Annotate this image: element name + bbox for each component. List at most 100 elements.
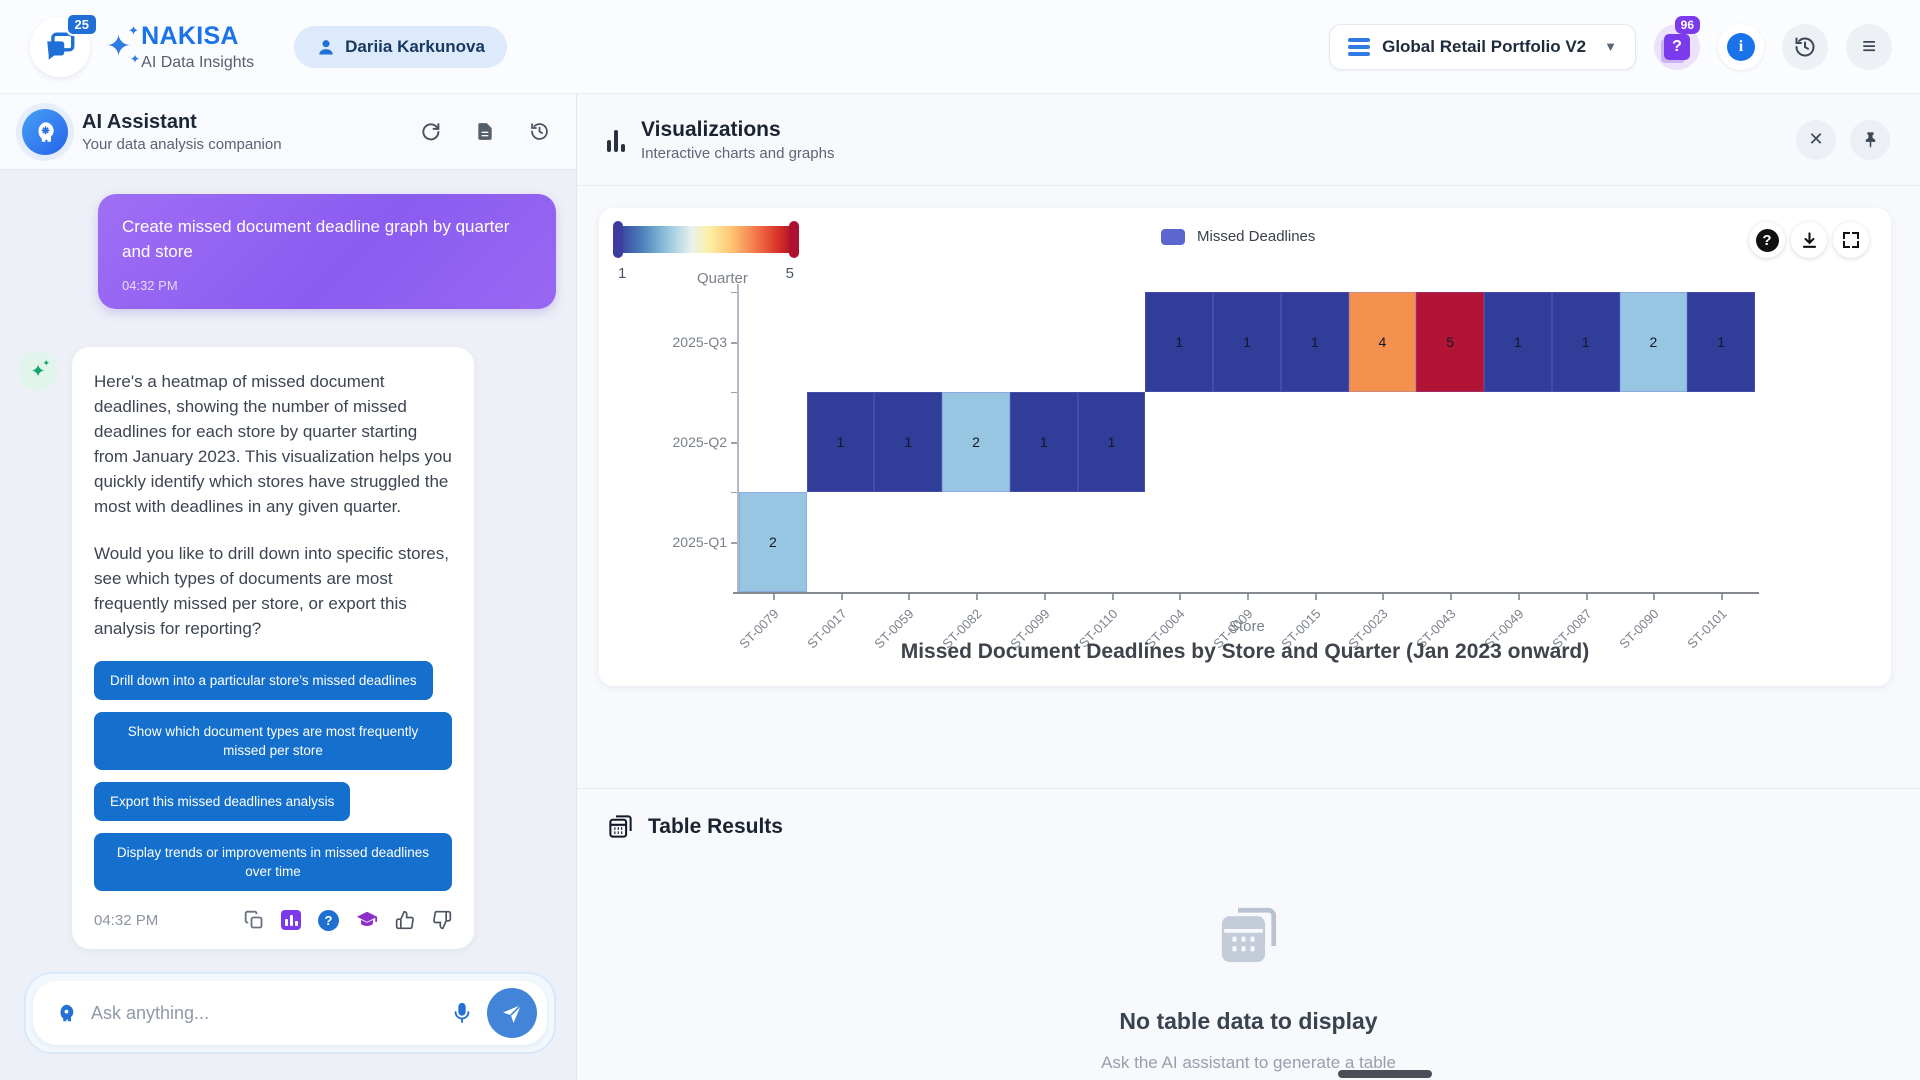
heatmap-cell-ST-0082-2025-Q2[interactable]: 2 (942, 392, 1010, 492)
suggested-action-2[interactable]: Show which document types are most frequ… (94, 712, 452, 770)
chart-icon[interactable] (281, 910, 301, 930)
colorbar-gradient[interactable] (613, 221, 799, 258)
history-button[interactable] (1782, 23, 1828, 70)
x-tick (1450, 594, 1453, 600)
chat-input-zone (0, 962, 576, 1080)
brand-block: NAKISA AI Data Insights (141, 22, 254, 72)
pin-panel-button[interactable] (1850, 119, 1890, 160)
x-tick (1043, 594, 1046, 600)
heatmap-chart-card[interactable]: 1 5 Missed Deadlines ? (599, 208, 1891, 686)
heatmap-cell-ST-0015-2025-Q3[interactable]: 1 (1280, 292, 1349, 392)
user-chip[interactable]: Dariia Karkunova (294, 25, 507, 68)
x-tick (976, 594, 979, 600)
chat-message-list[interactable]: Create missed document deadline graph by… (0, 170, 576, 962)
y-tick-label: 2025-Q3 (672, 334, 727, 350)
chat-input[interactable] (91, 1002, 437, 1024)
table-results-title: Table Results (648, 814, 783, 838)
x-tick (1247, 594, 1249, 600)
refresh-icon[interactable] (420, 121, 441, 142)
suggested-actions: Drill down into a particular store’s mis… (94, 661, 452, 891)
document-icon[interactable] (475, 121, 495, 142)
graduation-cap-icon[interactable] (356, 909, 378, 931)
x-tick (1111, 594, 1114, 600)
suggested-action-1[interactable]: Drill down into a particular store’s mis… (94, 661, 433, 700)
color-scale[interactable]: 1 5 (613, 221, 799, 282)
chart-fullscreen-button[interactable] (1833, 222, 1869, 258)
chart-toolbar: ? (1749, 222, 1869, 258)
portfolio-name: Global Retail Portfolio V2 (1382, 36, 1587, 56)
x-tick (908, 594, 911, 600)
chevron-down-icon: ▼ (1604, 39, 1617, 54)
help-center-button[interactable]: ? 96 (1654, 15, 1700, 70)
y-tick (731, 442, 737, 444)
microphone-icon[interactable] (451, 1002, 473, 1024)
brand-title: NAKISA (141, 21, 239, 50)
notification-badge: 25 (65, 12, 98, 36)
heatmap-cell-ST-0090-2025-Q3[interactable]: 2 (1619, 292, 1688, 392)
assistant-header: AI Assistant Your data analysis companio… (0, 94, 576, 170)
assistant-panel: AI Assistant Your data analysis companio… (0, 94, 577, 1080)
x-tick (1179, 594, 1182, 600)
user-message-bubble: Create missed document deadline graph by… (98, 194, 556, 309)
heatmap-cell-ST-0110-2025-Q2[interactable]: 1 (1077, 392, 1146, 492)
visualizations-subtitle: Interactive charts and graphs (641, 144, 835, 162)
y-tick-label: 2025-Q2 (672, 434, 727, 450)
copy-icon[interactable] (244, 910, 264, 930)
brand-subtitle: AI Data Insights (141, 53, 255, 71)
heatmap-cell-ST-0043-2025-Q3[interactable]: 5 (1416, 292, 1485, 392)
x-axis-title: Store (1229, 618, 1265, 635)
heatmap-cell-ST-0099-2025-Q2[interactable]: 1 (1009, 392, 1078, 492)
chart-legend[interactable]: Missed Deadlines (1161, 228, 1315, 245)
visualizations-panel: Visualizations Interactive charts and gr… (577, 94, 1920, 1080)
menu-button[interactable]: ≡ (1846, 23, 1892, 70)
question-circle-icon[interactable]: ? (318, 909, 339, 931)
assistant-subtitle: Your data analysis companion (82, 135, 282, 153)
user-message-text: Create missed document deadline graph by… (122, 217, 510, 261)
legend-label: Missed Deadlines (1197, 228, 1316, 245)
y-tick (731, 542, 737, 544)
y-tick (731, 342, 737, 344)
app-logo[interactable]: 25 (30, 12, 98, 77)
y-axis-title: Quarter (697, 270, 748, 287)
suggested-action-4[interactable]: Display trends or improvements in missed… (94, 833, 452, 891)
chart-help-button[interactable]: ? (1749, 222, 1785, 258)
empty-state-subtitle: Ask the AI assistant to generate a table (1101, 1053, 1396, 1072)
assistant-paragraph-1: Here's a heatmap of missed document dead… (94, 372, 452, 516)
assistant-title: AI Assistant (82, 110, 197, 133)
person-icon (319, 39, 333, 54)
x-tick (1721, 594, 1724, 600)
heatmap-cell-ST-0049-2025-Q3[interactable]: 1 (1484, 292, 1552, 392)
y-axis-line (737, 284, 739, 592)
colorbar-min-handle[interactable] (613, 221, 623, 258)
heatmap-cell-ST-0017-2025-Q2[interactable]: 1 (806, 392, 875, 492)
close-panel-button[interactable]: ✕ (1796, 119, 1836, 160)
send-button[interactable] (487, 988, 537, 1038)
visualizations-title: Visualizations (641, 117, 781, 141)
heatmap-cell-ST-0059-2025-Q2[interactable]: 1 (874, 392, 943, 492)
info-button[interactable]: i (1718, 23, 1764, 70)
heatmap-cell-ST-0023-2025-Q3[interactable]: 4 (1348, 292, 1417, 392)
pin-icon (1865, 132, 1875, 148)
x-tick (840, 594, 843, 600)
assistant-head-icon (60, 1004, 74, 1022)
heatmap-cell-ST-0101-2025-Q3[interactable]: 1 (1687, 292, 1755, 392)
heatmap-plot[interactable]: Quarter Store 2025-Q3 2025-Q2 2025-Q1 ST-0079… (599, 208, 1891, 686)
portfolio-selector[interactable]: Global Retail Portfolio V2 ▼ (1329, 23, 1636, 70)
send-plane-icon (503, 1004, 522, 1023)
thumbs-down-icon[interactable] (432, 910, 452, 930)
chart-download-button[interactable] (1791, 222, 1827, 258)
suggested-action-3[interactable]: Export this missed deadlines analysis (94, 782, 351, 821)
legend-swatch (1161, 228, 1185, 245)
heatmap-cell-ST-0009-2025-Q3[interactable]: 1 (1213, 292, 1281, 392)
y-tick (731, 392, 737, 393)
chat-bubbles-icon (47, 32, 75, 60)
heatmap-cell-ST-0087-2025-Q3[interactable]: 1 (1551, 292, 1620, 392)
heatmap-cell-ST-0079-2025-Q1[interactable]: 2 (739, 492, 807, 592)
colorbar-max-handle[interactable] (789, 221, 799, 258)
thumbs-up-icon[interactable] (395, 910, 415, 930)
chat-history-icon[interactable] (529, 121, 550, 142)
visualizations-header: Visualizations Interactive charts and gr… (577, 94, 1920, 186)
assistant-avatar (22, 108, 68, 155)
heatmap-cell-ST-0004-2025-Q3[interactable]: 1 (1145, 292, 1214, 392)
horizontal-scrollbar-thumb[interactable] (1338, 1070, 1432, 1078)
